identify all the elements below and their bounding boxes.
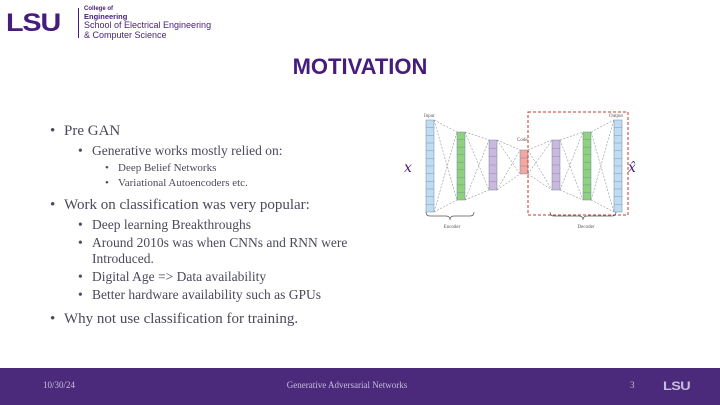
connection-line <box>433 119 458 201</box>
bullet-dbn: • Deep Belief Networks <box>50 161 380 176</box>
bullet-text: Around 2010s was when CNNs and RNN were … <box>92 235 348 266</box>
bullet-hardware: • Better hardware availability such as G… <box>50 287 380 303</box>
bullet-dot: • <box>105 177 109 189</box>
encoder-hidden-layer-1-rect <box>456 131 466 201</box>
code-layer <box>519 149 529 175</box>
connection-line <box>527 173 553 191</box>
connection-line <box>527 139 553 175</box>
connection-line <box>433 119 458 133</box>
bullet-text: Variational Autoencoders etc. <box>118 177 248 189</box>
footer-date: 10/30/24 <box>43 380 76 390</box>
bullet-dot: • <box>50 123 56 139</box>
connection-line <box>496 139 521 151</box>
slide-title: MOTIVATION <box>292 54 428 79</box>
decoder-brace <box>549 211 617 221</box>
footer-title: Generative Adversarial Networks <box>286 380 408 390</box>
connection-line <box>527 149 553 191</box>
bullet-dot: • <box>105 162 109 174</box>
bullet-text: Generative works mostly relied on: <box>92 143 283 158</box>
decoder-label: Decoder <box>578 225 595 230</box>
footer-page-number: 3 <box>630 380 635 390</box>
connection-lines <box>433 119 615 213</box>
encoder-brace <box>425 211 475 221</box>
decoder-dashed-box <box>527 111 629 216</box>
college-name: Engineering <box>84 12 128 21</box>
encoder-hidden-layer-2 <box>488 139 498 191</box>
bullet-text: Deep learning Breakthroughs <box>92 217 251 232</box>
school-line-1: School of Electrical Engineering <box>84 20 212 30</box>
connection-line <box>527 139 553 151</box>
bullet-dot: • <box>78 143 83 158</box>
connection-line <box>590 199 615 213</box>
output-layer <box>613 119 623 213</box>
lsu-engineering-logo: LSU College of Engineering School of Ele… <box>6 5 246 41</box>
input-layer <box>425 119 435 213</box>
connection-line <box>496 173 521 191</box>
decoder-hidden-layer-2 <box>582 131 592 201</box>
bullet-dot: • <box>78 287 83 302</box>
bullet-deep-learning: • Deep learning Breakthroughs <box>50 217 380 233</box>
x-symbol: x <box>404 160 412 176</box>
connection-line <box>559 189 584 201</box>
bullet-dot: • <box>50 311 56 327</box>
bullet-dot: • <box>78 269 83 284</box>
connection-line <box>590 119 615 201</box>
bullet-text: Pre GAN <box>64 123 121 139</box>
bullet-dot: • <box>78 217 83 232</box>
connection-line <box>496 139 521 175</box>
lsu-logo-text: LSU <box>6 9 61 37</box>
connection-line <box>559 131 584 191</box>
bullet-text: Why not use classification for training. <box>64 311 299 327</box>
bullet-vae: • Variational Autoencoders etc. <box>50 176 380 191</box>
school-line-2: & Computer Science <box>84 30 167 40</box>
bullet-generative-works: • Generative works mostly relied on: <box>50 143 380 159</box>
input-label: Input <box>424 114 435 119</box>
bullet-text: Better hardware availability such as GPU… <box>92 287 322 302</box>
encoder-label: Encoder <box>444 225 461 230</box>
college-label: College of <box>84 6 114 12</box>
bullet-list: • Pre GAN • Generative works mostly reli… <box>50 122 380 331</box>
connection-line <box>590 131 615 213</box>
connection-line <box>559 139 584 201</box>
bullet-text: Digital Age => Data availability <box>92 269 267 284</box>
footer-lsu-logo: LSU <box>663 379 691 393</box>
bullet-pre-gan: • Pre GAN <box>50 122 380 140</box>
logo-divider <box>78 8 79 38</box>
output-label: Output <box>609 114 624 119</box>
connection-line <box>464 189 490 201</box>
footer-bar: 10/30/24 Generative Adversarial Networks… <box>0 368 720 405</box>
bullet-dot: • <box>50 197 56 213</box>
decoder-hidden-layer-2-rect <box>582 131 592 201</box>
connection-line <box>464 131 490 141</box>
connection-line <box>496 149 521 191</box>
connection-line <box>464 131 490 191</box>
bullet-digital-age: • Digital Age => Data availability <box>50 269 380 285</box>
autoencoder-diagram: Input Output Code x x̂ Encoder Decoder <box>404 111 636 230</box>
code-label: Code <box>517 138 528 143</box>
bullet-dot: • <box>78 235 83 250</box>
bullet-text: Deep Belief Networks <box>118 162 217 174</box>
bullet-cnn-rnn: • Around 2010s was when CNNs and RNN wer… <box>50 235 380 267</box>
connection-line <box>433 199 458 213</box>
bullet-classification: • Work on classification was very popula… <box>50 196 380 214</box>
connection-line <box>464 139 490 201</box>
connection-line <box>559 131 584 141</box>
decoder-hidden-layer-1 <box>551 139 561 191</box>
x-hat-symbol: x̂ <box>628 160 636 176</box>
bullet-text: Work on classification was very popular: <box>64 197 310 213</box>
encoder-hidden-layer-1 <box>456 131 466 201</box>
bullet-why-not: • Why not use classification for trainin… <box>50 310 380 328</box>
code-layer-rect <box>519 149 529 175</box>
connection-line <box>433 131 458 213</box>
layer-columns <box>425 119 623 213</box>
connection-line <box>590 119 615 133</box>
